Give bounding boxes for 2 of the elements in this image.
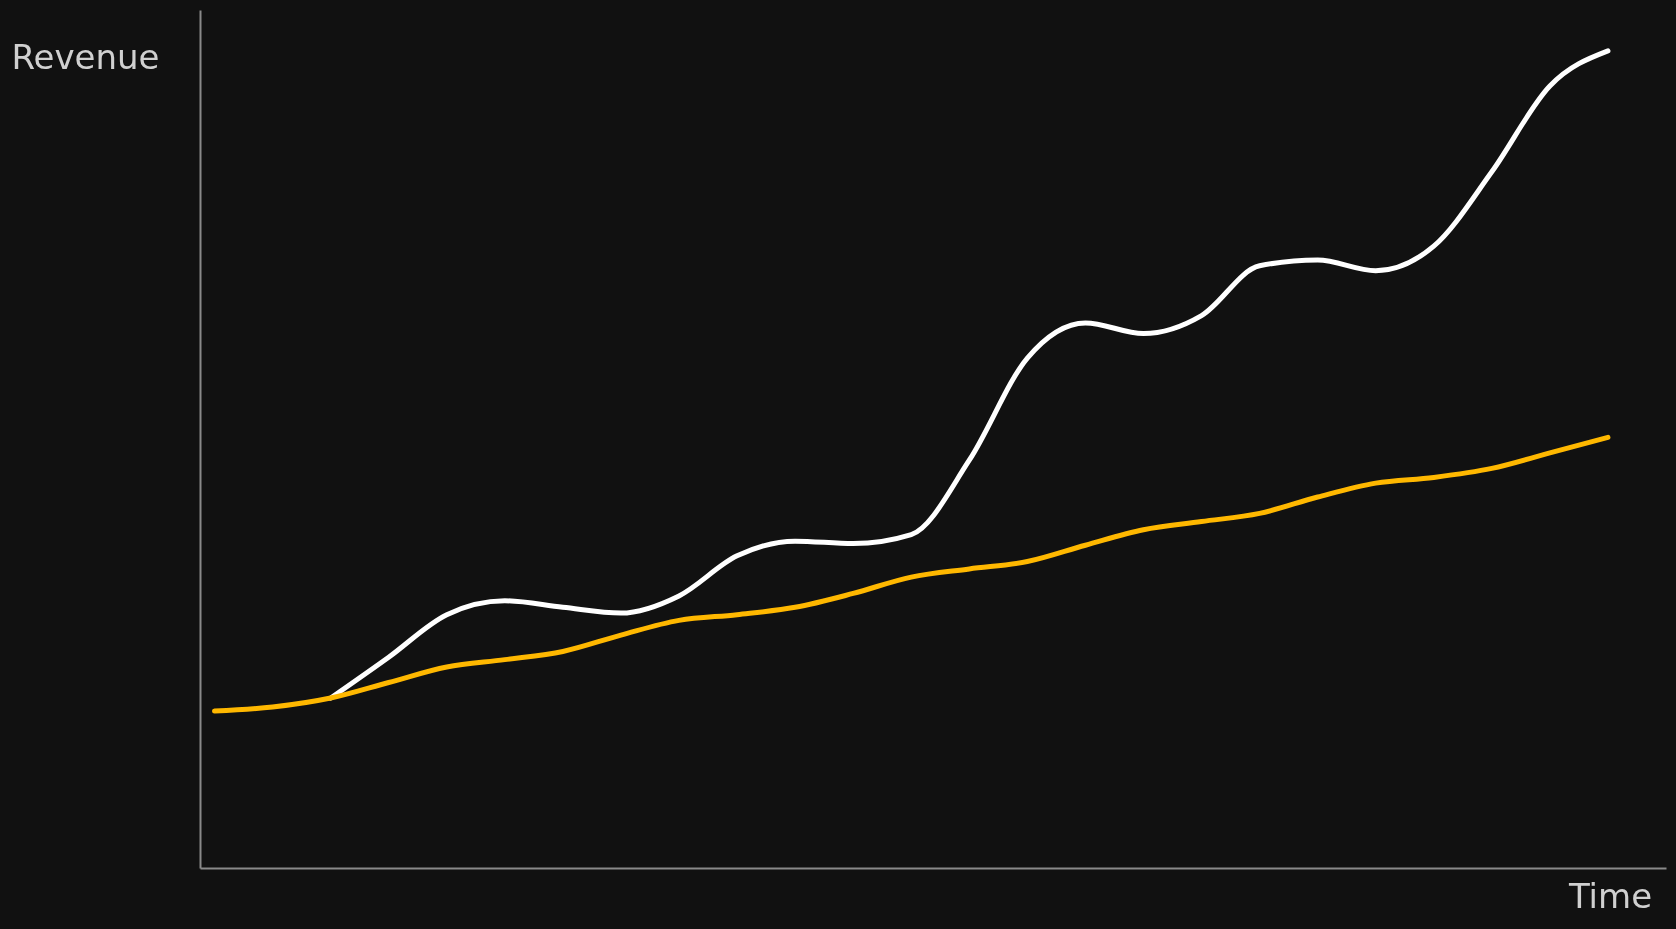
x-axis-title: Time	[1567, 875, 1653, 916]
y-axis-title: Revenue	[11, 36, 160, 77]
